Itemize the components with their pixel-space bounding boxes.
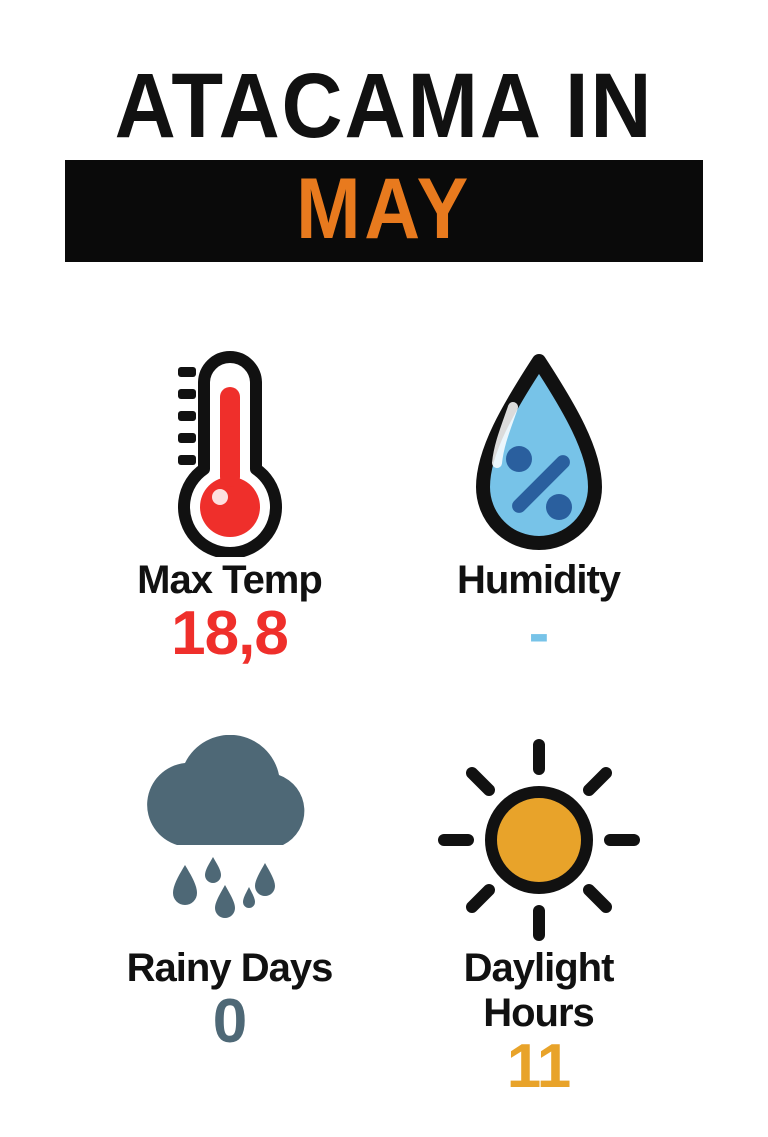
rain-cloud-icon bbox=[95, 730, 364, 950]
metric-value: 18,8 bbox=[95, 603, 364, 665]
metric-daylight-hours: Daylight Hours 11 bbox=[404, 730, 673, 1098]
sun-icon bbox=[404, 730, 673, 950]
metric-value: 11 bbox=[404, 1036, 673, 1098]
metric-max-temp: Max Temp 18,8 bbox=[95, 342, 364, 710]
thermometer-icon bbox=[95, 342, 364, 562]
metric-humidity: Humidity - bbox=[404, 342, 673, 710]
metric-label: Max Temp bbox=[95, 558, 364, 603]
metric-label: Humidity bbox=[404, 558, 673, 603]
title-line-2: MAY bbox=[97, 166, 671, 252]
metric-label: Daylight Hours bbox=[404, 946, 673, 1036]
title-bar: MAY bbox=[65, 160, 703, 262]
metrics-grid: Max Temp 18,8 Humidity - bbox=[55, 342, 713, 1098]
humidity-drop-icon bbox=[404, 342, 673, 562]
infographic-container: ATACAMA IN MAY bbox=[0, 0, 768, 1137]
metric-value: 0 bbox=[95, 991, 364, 1053]
title-line-1: ATACAMA IN bbox=[81, 60, 686, 152]
metric-value: - bbox=[404, 603, 673, 665]
metric-label: Rainy Days bbox=[95, 946, 364, 991]
metric-rainy-days: Rainy Days 0 bbox=[95, 730, 364, 1098]
